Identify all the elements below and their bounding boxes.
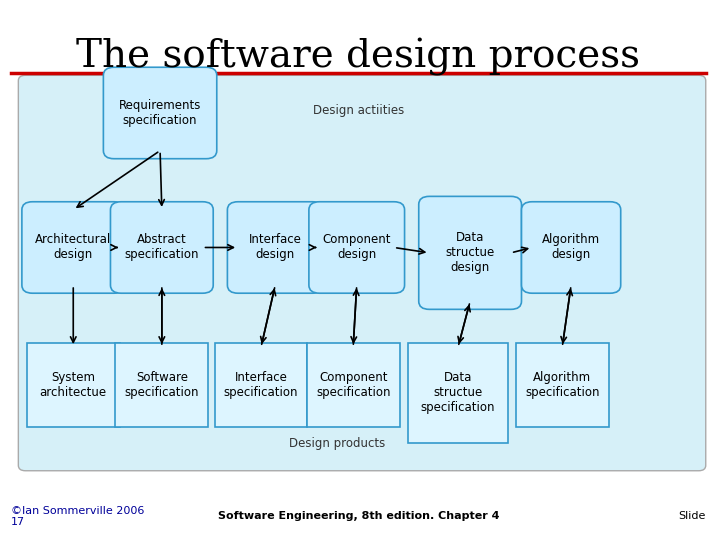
FancyBboxPatch shape — [408, 343, 508, 443]
Text: Abstract
specification: Abstract specification — [125, 233, 199, 261]
FancyBboxPatch shape — [214, 343, 308, 427]
Text: Architectural
design: Architectural design — [35, 233, 111, 261]
FancyBboxPatch shape — [419, 196, 521, 309]
Text: Algorithm
design: Algorithm design — [542, 233, 600, 261]
FancyBboxPatch shape — [309, 202, 404, 293]
FancyBboxPatch shape — [27, 343, 120, 427]
Text: Interface
design: Interface design — [249, 233, 302, 261]
FancyBboxPatch shape — [521, 202, 621, 293]
Text: Software
specification: Software specification — [125, 371, 199, 399]
Text: Requirements
specification: Requirements specification — [119, 99, 201, 127]
FancyBboxPatch shape — [227, 202, 323, 293]
FancyBboxPatch shape — [516, 343, 609, 427]
Text: Data
structue
specification: Data structue specification — [421, 371, 495, 414]
FancyBboxPatch shape — [307, 343, 399, 427]
Text: The software design process: The software design process — [77, 38, 640, 76]
Text: Slide: Slide — [678, 512, 706, 521]
FancyBboxPatch shape — [110, 202, 213, 293]
Text: Interface
specification: Interface specification — [224, 371, 298, 399]
Text: ©Ian Sommerville 2006
17: ©Ian Sommerville 2006 17 — [11, 506, 145, 527]
Text: Design actiities: Design actiities — [313, 104, 404, 117]
FancyBboxPatch shape — [115, 343, 208, 427]
Text: Component
design: Component design — [323, 233, 391, 261]
Text: Algorithm
specification: Algorithm specification — [525, 371, 599, 399]
Text: System
architectue: System architectue — [39, 371, 107, 399]
Text: Component
specification: Component specification — [316, 371, 391, 399]
Text: Data
structue
design: Data structue design — [445, 231, 495, 274]
FancyBboxPatch shape — [19, 75, 706, 471]
Text: Design products: Design products — [289, 437, 385, 450]
Text: Software Engineering, 8th edition. Chapter 4: Software Engineering, 8th edition. Chapt… — [218, 512, 499, 521]
FancyBboxPatch shape — [103, 67, 217, 159]
FancyBboxPatch shape — [22, 202, 125, 293]
